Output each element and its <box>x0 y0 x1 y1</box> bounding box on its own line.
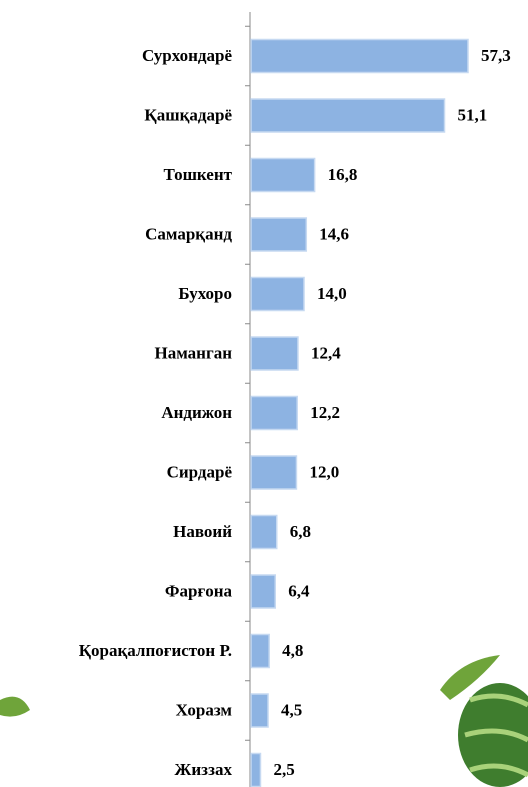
value-label: 12,4 <box>311 343 341 362</box>
bar <box>250 38 469 74</box>
bar <box>250 752 262 787</box>
bar <box>250 455 298 490</box>
bar <box>250 693 269 728</box>
category-label: Жиззах <box>175 760 233 779</box>
decoration <box>0 655 528 787</box>
category-label: Самарқанд <box>145 224 232 243</box>
category-label: Қорақалпоғистон Р. <box>79 641 232 660</box>
value-label: 6,4 <box>288 581 310 600</box>
bar <box>250 574 276 609</box>
category-label: Хоразм <box>176 700 233 719</box>
category-label: Бухоро <box>178 284 232 303</box>
bar <box>250 336 299 371</box>
category-label: Сурхондарё <box>142 46 233 65</box>
value-label: 12,0 <box>309 462 339 481</box>
value-label: 6,8 <box>290 522 311 541</box>
category-label: Сирдарё <box>167 462 233 481</box>
value-label: 57,3 <box>481 46 511 65</box>
value-label: 14,0 <box>317 284 347 303</box>
value-label: 51,1 <box>458 105 488 124</box>
value-label: 14,6 <box>319 224 349 243</box>
value-label: 2,5 <box>273 760 294 779</box>
category-label: Фарғона <box>165 581 233 600</box>
bar <box>250 633 270 669</box>
value-label: 12,2 <box>310 403 340 422</box>
value-label: 4,8 <box>282 641 303 660</box>
bar <box>250 217 308 252</box>
bar <box>250 276 305 312</box>
value-label: 4,5 <box>281 700 302 719</box>
bar <box>250 157 316 193</box>
category-label: Андижон <box>161 403 232 422</box>
bar <box>250 98 446 133</box>
category-label: Тошкент <box>164 165 233 184</box>
category-label: Навоий <box>173 522 232 541</box>
category-label: Наманган <box>155 343 233 362</box>
category-label: Қашқадарё <box>144 105 232 124</box>
value-label: 16,8 <box>328 165 358 184</box>
bar <box>250 514 278 550</box>
bar <box>250 395 298 431</box>
